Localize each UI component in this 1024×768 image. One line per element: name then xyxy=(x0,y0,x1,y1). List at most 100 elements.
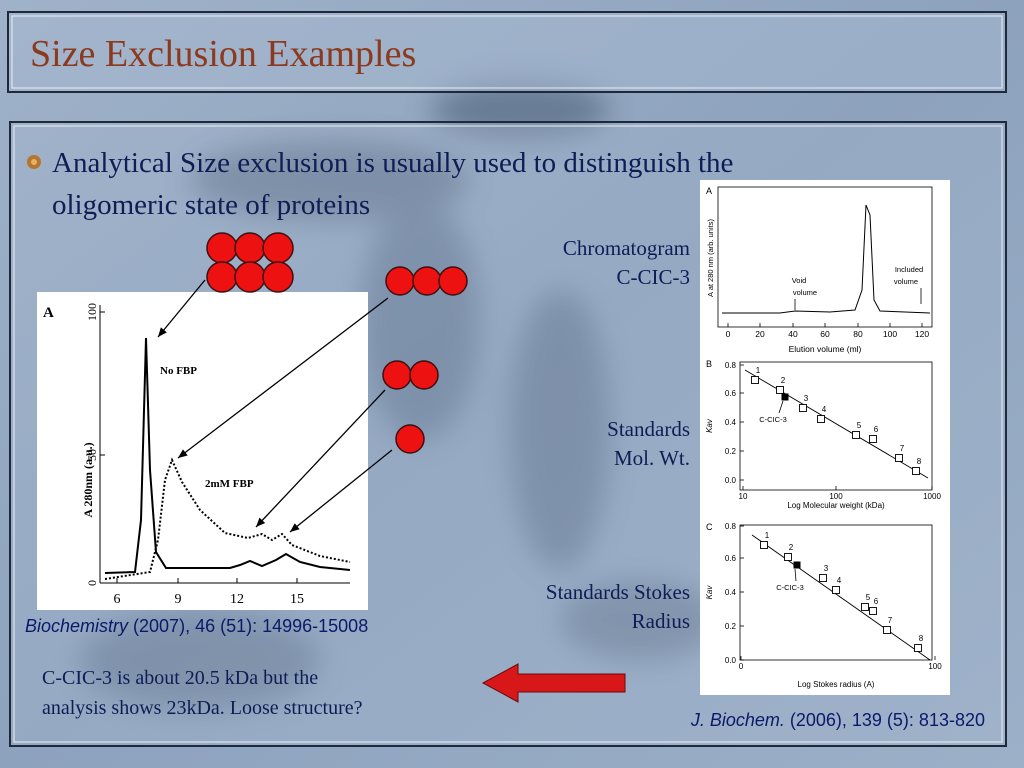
x-tick-label: 9 xyxy=(175,592,182,607)
standard-point xyxy=(852,431,860,439)
standard-point xyxy=(869,607,877,615)
pointer-arrow xyxy=(289,449,393,533)
x-tick-label: 100 xyxy=(829,492,843,501)
standard-point xyxy=(784,553,792,561)
pointer-arrow-head xyxy=(158,327,167,337)
chromatogram-curve xyxy=(104,337,351,574)
figure-label: Mol. Wt. xyxy=(614,446,690,470)
panel-letter: C xyxy=(706,522,713,532)
annotation: volume xyxy=(793,288,817,297)
standard-point xyxy=(883,626,891,634)
standard-point xyxy=(760,541,768,549)
title-box-inner xyxy=(11,15,1003,89)
standard-point xyxy=(751,376,759,384)
marker-label: C-CIC-3 xyxy=(776,583,804,592)
y-axis-label: Kav xyxy=(705,585,714,600)
panel-letter: A xyxy=(43,305,54,321)
point-label: 4 xyxy=(822,405,827,414)
panel-letter: A xyxy=(706,186,712,196)
standard-point xyxy=(817,415,825,423)
annotation: 2mM FBP xyxy=(205,478,254,490)
title-box xyxy=(7,11,1007,93)
background-texture xyxy=(80,80,720,710)
point-label: 1 xyxy=(765,531,770,540)
oligomer-subunit xyxy=(206,261,238,293)
slide-title: Size Exclusion Examples xyxy=(30,33,416,75)
y-tick-label: 0.2 xyxy=(725,622,737,631)
x-tick-label: 6 xyxy=(114,592,121,607)
citation-details: (2006), 139 (5): 813-820 xyxy=(790,710,985,730)
left-figure-background xyxy=(37,292,368,610)
x-tick-label: 80 xyxy=(853,329,863,339)
standard-point xyxy=(799,404,807,412)
point-label: 4 xyxy=(837,576,842,585)
x-tick-label: 100 xyxy=(883,329,897,339)
y-tick-label: 0.8 xyxy=(725,522,737,531)
marker-label: C-CIC-3 xyxy=(759,415,787,424)
point-label: 5 xyxy=(866,593,871,602)
pointer-arrow-head xyxy=(290,523,300,532)
right-figure-background xyxy=(700,180,950,695)
oligomer-subunit xyxy=(234,232,266,264)
x-tick-label: 1000 xyxy=(923,492,941,501)
y-tick-label: 0.4 xyxy=(725,418,737,427)
bullet-line: oligomeric state of proteins xyxy=(52,189,370,221)
figure-label: C-CIC-3 xyxy=(617,265,691,289)
pointer-arrow-head xyxy=(178,449,188,458)
y-tick-label: 0.2 xyxy=(725,447,737,456)
sample-point xyxy=(781,393,789,401)
y-tick-label: 0.6 xyxy=(725,554,737,563)
marker-arrow xyxy=(794,568,797,582)
point-label: 8 xyxy=(919,634,924,643)
point-label: 6 xyxy=(874,425,879,434)
citation-journal: Biochemistry xyxy=(25,616,129,636)
annotation: No FBP xyxy=(160,365,197,377)
bullet-marker xyxy=(27,155,41,169)
sample-point xyxy=(793,561,801,569)
y-tick-label: 100 xyxy=(85,303,99,321)
y-tick-label: 50 xyxy=(85,449,99,461)
standard-point xyxy=(776,386,784,394)
annotation: Void xyxy=(792,276,807,285)
oligomer-subunit xyxy=(382,360,412,390)
point-label: 1 xyxy=(756,366,761,375)
annotation: volume xyxy=(894,277,918,286)
x-tick-label: 0 xyxy=(726,329,731,339)
panel-letter: B xyxy=(706,359,712,369)
citation-details: (2007), 46 (51): 14996-15008 xyxy=(133,616,368,636)
bullet-line: Analytical Size exclusion is usually use… xyxy=(52,147,733,179)
figure-label: Chromatogram xyxy=(563,236,690,260)
x-axis-label: Elution volume (ml) xyxy=(789,344,862,354)
marker-arrow xyxy=(778,400,784,414)
point-label: 2 xyxy=(781,376,786,385)
oligomer-subunit xyxy=(206,232,238,264)
y-axis-label: A 280nm (a.u.) xyxy=(81,442,95,517)
y-axis-label: A at 280 nm (arb. units) xyxy=(706,219,715,297)
standard-point xyxy=(832,586,840,594)
x-tick-label: 60 xyxy=(820,329,830,339)
x-tick-label: 120 xyxy=(915,329,929,339)
figure-label: Standards xyxy=(607,417,690,441)
y-axis-label: Kav xyxy=(705,418,714,433)
conclusion-line: C-CIC-3 is about 20.5 kDa but the xyxy=(42,667,318,689)
point-label: 3 xyxy=(824,564,829,573)
x-axis-label: Log Molecular weight (kDa) xyxy=(787,501,885,510)
pointer-arrow xyxy=(157,279,206,338)
oligomer-subunit xyxy=(262,232,294,264)
oligomer-subunit xyxy=(234,261,266,293)
x-tick-label: 12 xyxy=(230,592,244,607)
oligomer-subunit xyxy=(412,266,442,296)
pointer-arrow xyxy=(255,389,386,528)
standard-point xyxy=(914,644,922,652)
citation-journal: J. Biochem. xyxy=(690,710,785,730)
standard-point xyxy=(912,467,920,475)
content-box-inner xyxy=(13,125,1003,743)
standard-point xyxy=(819,574,827,582)
fit-line xyxy=(751,534,931,661)
oligomer-subunit xyxy=(262,261,294,293)
point-label: 7 xyxy=(900,444,905,453)
conclusion-line: analysis shows 23kDa. Loose structure? xyxy=(42,697,363,719)
x-axis-label: Log Stokes radius (A) xyxy=(798,680,875,689)
point-label: 6 xyxy=(874,597,879,606)
